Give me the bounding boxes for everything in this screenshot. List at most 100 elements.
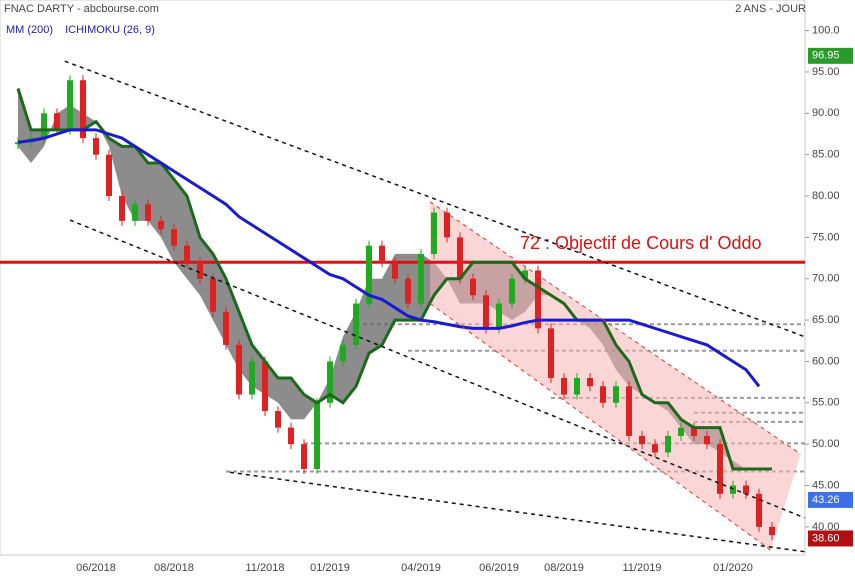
candle <box>171 229 177 246</box>
candle <box>366 245 372 304</box>
price-tag <box>808 491 853 508</box>
candle <box>301 444 307 469</box>
x-tick-label: 11/2018 <box>246 562 285 574</box>
y-tick-label: 100.0 <box>812 25 840 37</box>
price-tag-label: 43.26 <box>812 494 840 506</box>
y-tick-label: 45.00 <box>812 479 840 491</box>
price-tag <box>808 530 853 547</box>
candle <box>15 142 21 145</box>
x-tick-label: 11/2019 <box>623 562 662 574</box>
candle <box>626 386 632 436</box>
candle <box>119 196 125 221</box>
candle <box>548 328 554 378</box>
candle <box>67 80 73 130</box>
candle <box>41 113 47 139</box>
candle <box>353 303 359 345</box>
candle <box>132 204 138 221</box>
candle <box>106 154 112 197</box>
y-tick-label: 65.00 <box>812 314 840 326</box>
candle <box>431 212 437 254</box>
candle <box>756 493 762 527</box>
candle <box>535 270 541 329</box>
candle <box>275 411 281 428</box>
channel-fill <box>430 201 801 551</box>
candle <box>405 278 411 304</box>
ichimoku-line <box>16 88 772 471</box>
candle <box>236 344 242 395</box>
candle <box>769 526 775 536</box>
candle <box>613 386 619 403</box>
candle <box>652 444 658 453</box>
candle <box>223 311 229 345</box>
y-tick-label: 50.00 <box>812 438 840 450</box>
candle <box>249 361 255 395</box>
candle <box>379 245 385 263</box>
y-tick-label: 85.00 <box>812 149 840 161</box>
candle <box>522 270 528 279</box>
candle <box>314 402 320 469</box>
period: 2 ANS - JOUR <box>735 3 806 15</box>
candle <box>340 344 346 362</box>
x-tick-label: 06/2019 <box>479 562 519 574</box>
price-tag-label: 96.95 <box>812 50 840 62</box>
target-label: 72 : Objectif de Cours d' Oddo <box>520 233 762 253</box>
trendline <box>64 60 805 338</box>
y-tick-label: 60.00 <box>812 355 840 367</box>
y-tick-label: 40.00 <box>812 521 840 533</box>
candle <box>145 204 151 221</box>
x-tick-label: 08/2018 <box>154 562 194 574</box>
candle <box>678 427 684 436</box>
y-tick-label: 55.00 <box>812 397 840 409</box>
candle <box>496 303 502 329</box>
x-tick-label: 01/2020 <box>713 562 753 574</box>
candle <box>262 361 268 412</box>
legend-entry: MM (200) <box>6 24 53 36</box>
chart-title: FNAC DARTY - abcbourse.com <box>4 3 159 15</box>
trendline <box>429 201 801 455</box>
y-tick-label: 90.00 <box>812 107 840 119</box>
x-tick-label: 01/2019 <box>310 562 350 574</box>
candle <box>210 278 216 312</box>
candle <box>509 278 515 304</box>
y-tick-label: 70.00 <box>812 273 840 285</box>
candle <box>639 435 645 445</box>
y-tick-label: 75.00 <box>812 231 840 243</box>
candle <box>93 138 99 155</box>
candle <box>444 212 450 238</box>
candle <box>288 427 294 445</box>
candle <box>418 253 424 304</box>
trendline <box>229 471 805 553</box>
candle <box>704 435 710 445</box>
candle <box>470 278 476 296</box>
candle <box>457 237 463 279</box>
candle <box>158 220 164 230</box>
x-tick-label: 08/2019 <box>544 562 584 574</box>
x-tick-label: 06/2018 <box>76 562 116 574</box>
x-tick-label: 04/2019 <box>401 562 441 574</box>
candle <box>392 262 398 279</box>
candle <box>717 444 723 494</box>
trendline <box>429 303 771 551</box>
candle <box>80 80 86 139</box>
candle <box>197 262 203 279</box>
price-tag-label: 38.60 <box>812 532 840 544</box>
candle <box>600 386 606 403</box>
candle <box>561 377 567 395</box>
candle <box>327 361 333 403</box>
candle <box>574 377 580 395</box>
candle <box>54 113 60 130</box>
price-tag <box>808 47 853 64</box>
candle <box>184 245 190 263</box>
candle <box>691 427 697 436</box>
candle <box>483 295 489 329</box>
candle <box>665 435 671 453</box>
candle <box>587 377 593 387</box>
legend-entry: ICHIMOKU (26, 9) <box>65 24 155 36</box>
y-tick-label: 80.00 <box>812 190 840 202</box>
ma-line <box>17 128 761 388</box>
candle <box>730 485 736 494</box>
candle <box>743 485 749 494</box>
y-tick-label: 95.00 <box>812 66 840 78</box>
